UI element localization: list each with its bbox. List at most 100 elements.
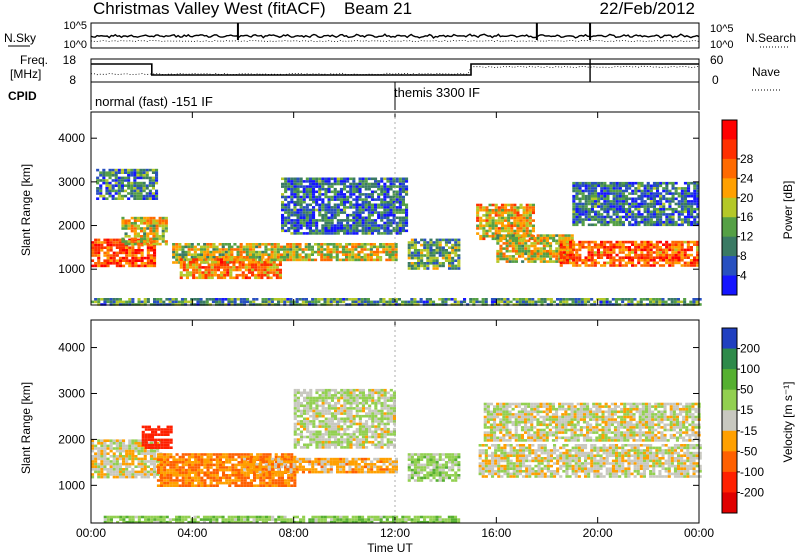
date-label: 22/Feb/2012 — [600, 0, 695, 18]
velocity-colorbar-tick-label-4: -15 — [740, 424, 758, 438]
velocity-colorbar-swatch-2 — [722, 369, 737, 391]
velocity-region-4 — [293, 388, 396, 449]
cpid-mode-2: themis 3300 IF — [394, 85, 480, 100]
velocity-colorbar-tick-label-5: -50 — [740, 444, 758, 458]
power-colorbar-label: Power [dB] — [781, 181, 795, 240]
velocity-region-3 — [243, 457, 398, 474]
power-colorbar-tick-label-6: 28 — [740, 152, 754, 166]
velocity-ytick-label-1: 2000 — [58, 432, 85, 446]
power-colorbar-swatch-1 — [722, 139, 737, 160]
xtick-label-6: 00:00 — [684, 526, 714, 540]
velocity-colorbar-tick-label-7: -200 — [740, 485, 764, 499]
power-colorbar-swatch-0 — [722, 120, 737, 140]
power-colorbar-tick-label-5: 24 — [740, 171, 754, 185]
velocity-colorbar-swatch-3 — [722, 389, 737, 411]
nsky-tick-top: 10^5 — [63, 20, 87, 32]
freq-frame — [90, 58, 700, 83]
velocity-ytick-label-3: 4000 — [58, 341, 85, 355]
velocity-region-6 — [478, 444, 702, 478]
power-colorbar-frame — [721, 119, 738, 296]
power-ylabel: Slant Range [km] — [19, 164, 33, 256]
plot-title: Christmas Valley West (fitACF) — [93, 0, 326, 18]
power-colorbar-tick-label-3: 16 — [740, 210, 754, 224]
power-ytick-label-2: 3000 — [58, 175, 85, 189]
velocity-region-8 — [103, 515, 461, 524]
velocity-colorbar-swatch-1 — [722, 348, 737, 370]
power-colorbar-tick-label-1: 8 — [740, 249, 747, 263]
xtick-label-1: 04:00 — [177, 526, 207, 540]
velocity-ylabel: Slant Range [km] — [19, 382, 33, 474]
nsky-line — [90, 33, 700, 39]
power-region-6 — [281, 177, 409, 235]
velocity-region-2 — [141, 425, 173, 449]
power-colorbar-swatch-5 — [722, 217, 737, 238]
power-colorbar-swatch-3 — [722, 178, 737, 199]
power-colorbar — [721, 119, 740, 296]
nave-line — [90, 65, 700, 76]
nave-tick-top: 60 — [710, 53, 724, 67]
power-colorbar-tick-label-2: 12 — [740, 230, 754, 244]
freq-tick-bottom: 8 — [69, 73, 76, 87]
power-region-7 — [407, 238, 461, 270]
power-ytick-label-3: 4000 — [58, 131, 85, 145]
velocity-heatmap — [91, 388, 702, 524]
velocity-colorbar-tick-label-1: 100 — [740, 362, 760, 376]
freq-unit: [MHz] — [10, 67, 41, 81]
velocity-colorbar-tick-label-2: 50 — [740, 383, 754, 397]
nsearch-tick-bottom: 10^0 — [710, 39, 734, 51]
velocity-region-7 — [483, 402, 701, 442]
beam-label: Beam 21 — [344, 0, 412, 18]
power-colorbar-swatch-2 — [722, 158, 737, 179]
power-region-1 — [121, 216, 168, 246]
velocity-colorbar-swatch-0 — [722, 328, 737, 350]
velocity-region-5 — [407, 453, 461, 482]
velocity-ytick-label-0: 1000 — [58, 478, 85, 492]
velocity-colorbar-tick-label-6: -100 — [740, 465, 764, 479]
velocity-colorbar-swatch-7 — [722, 471, 737, 493]
velocity-colorbar-swatch-6 — [722, 451, 737, 473]
xlabel: Time UT — [367, 541, 413, 554]
nsky-label: N.Sky — [4, 31, 36, 45]
nsearch-tick-top: 10^5 — [710, 23, 734, 35]
power-colorbar-swatch-7 — [722, 256, 737, 277]
power-region-11 — [572, 181, 700, 227]
nsky-tick-bottom: 10^0 — [63, 39, 87, 51]
xtick-label-5: 20:00 — [583, 526, 613, 540]
power-ytick-label-0: 1000 — [58, 262, 85, 276]
nsearch-label: N.Search — [746, 31, 796, 45]
xtick-label-3: 12:00 — [380, 526, 410, 540]
velocity-colorbar-tick-label-0: 200 — [740, 342, 760, 356]
freq-tick-top: 18 — [63, 53, 77, 67]
power-region-8 — [476, 203, 535, 241]
power-ytick-label-1: 2000 — [58, 219, 85, 233]
power-region-5 — [230, 243, 398, 262]
nave-tick-bottom: 0 — [712, 73, 719, 87]
xtick-label-4: 16:00 — [481, 526, 511, 540]
xtick-label-0: 00:00 — [76, 526, 106, 540]
power-colorbar-swatch-4 — [722, 197, 737, 218]
freq-line — [91, 63, 699, 76]
velocity-ytick-label-2: 3000 — [58, 386, 85, 400]
velocity-colorbar-swatch-8 — [722, 492, 737, 514]
nsearch-line — [90, 39, 700, 43]
cpid-label: CPID — [8, 89, 37, 103]
power-colorbar-tick-label-0: 4 — [740, 269, 747, 283]
power-region-2 — [96, 168, 159, 200]
velocity-colorbar-label: Velocity [m s⁻¹] — [781, 381, 795, 462]
velocity-colorbar-tick-label-3: 15 — [740, 403, 754, 417]
nsky-frame — [90, 22, 700, 49]
cpid-mode-1: normal (fast) -151 IF — [95, 94, 213, 109]
power-region-4 — [179, 258, 282, 280]
freq-label: Freq. — [20, 53, 48, 67]
power-colorbar-swatch-8 — [722, 275, 737, 296]
power-colorbar-swatch-6 — [722, 236, 737, 257]
power-region-10 — [559, 240, 700, 267]
nave-label: Nave — [752, 65, 780, 79]
velocity-colorbar-swatch-5 — [722, 430, 737, 452]
velocity-colorbar-swatch-4 — [722, 410, 737, 432]
power-heatmap — [91, 168, 702, 306]
xtick-label-2: 08:00 — [279, 526, 309, 540]
velocity-colorbar — [721, 327, 740, 514]
velocity-colorbar-frame — [721, 327, 738, 514]
